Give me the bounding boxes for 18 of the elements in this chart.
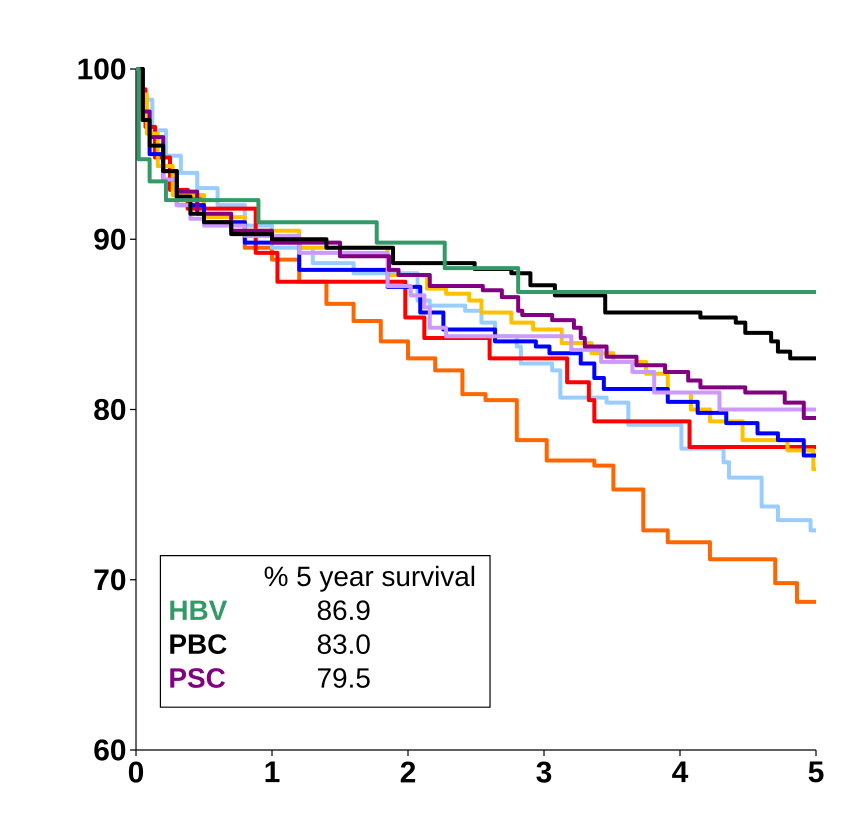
y-tick-label: 60 [94,739,126,761]
x-tick-label: 4 [672,762,688,782]
annotation: 86.9 [318,600,370,620]
text: HBV [170,600,228,620]
text: PSC [170,668,225,688]
annotation: 79.5 [318,668,370,688]
x-tick-label: 5 [808,762,824,782]
y-tick-label: 70 [94,569,126,590]
y-tick-label: 100 [78,58,126,80]
y-tick-label: 90 [94,228,126,250]
x-tick-label: 2 [400,762,416,782]
annotation: 83.0 [318,634,370,654]
text: PBC [170,634,227,654]
x-tick-label: 0 [128,762,144,783]
legend-title: % 5 year survival [264,566,474,592]
x-tick-label: 1 [266,762,280,782]
x-tick-label: 3 [536,762,552,783]
y-tick-label: 80 [94,398,126,420]
